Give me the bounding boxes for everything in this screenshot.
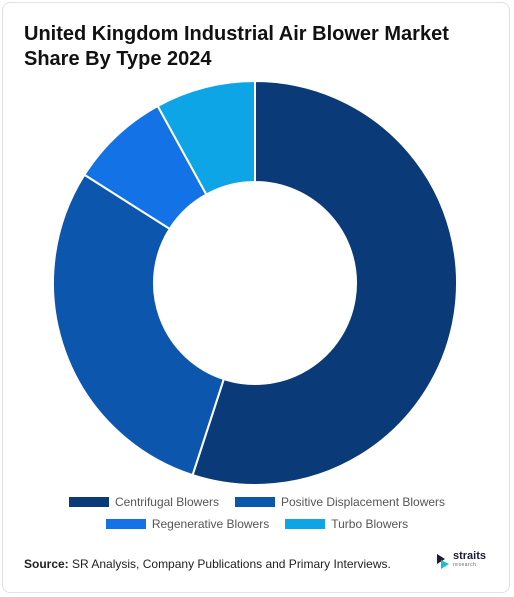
legend-item-turbo[interactable]: Turbo Blowers bbox=[285, 517, 408, 531]
donut-slice-positive-displacement-blowers[interactable] bbox=[52, 173, 226, 477]
source-footer: Source: SR Analysis, Company Publication… bbox=[24, 557, 391, 571]
legend-swatch-regenerative bbox=[105, 519, 146, 529]
legend-label-regenerative: Regenerative Blowers bbox=[151, 517, 270, 531]
donut-slice-turbo-blowers[interactable] bbox=[156, 79, 256, 196]
brand-logo: straits research bbox=[436, 550, 487, 570]
brand-sub: research bbox=[453, 562, 477, 568]
chart-title: United Kingdom Industrial Air Blower Mar… bbox=[24, 23, 449, 70]
legend-swatch-centrifugal bbox=[68, 497, 109, 507]
brand-name: straits bbox=[453, 550, 487, 562]
legend-item-positive-displacement[interactable]: Positive Displacement Blowers bbox=[234, 495, 446, 509]
straits-logo-icon bbox=[437, 554, 449, 569]
legend-label-positive-displacement: Positive Displacement Blowers bbox=[280, 495, 446, 509]
legend-item-regenerative[interactable]: Regenerative Blowers bbox=[105, 517, 270, 531]
source-text: SR Analysis, Company Publications and Pr… bbox=[72, 557, 391, 571]
legend-row-2: Regenerative Blowers Turbo Blowers bbox=[0, 517, 514, 531]
donut-slice-centrifugal-blowers[interactable] bbox=[191, 79, 458, 486]
legend-label-centrifugal: Centrifugal Blowers bbox=[114, 495, 219, 509]
legend-label-turbo: Turbo Blowers bbox=[331, 517, 409, 531]
legend-swatch-turbo bbox=[285, 519, 326, 529]
legend-item-centrifugal[interactable]: Centrifugal Blowers bbox=[68, 495, 219, 509]
source-label: Source: bbox=[24, 557, 69, 571]
donut-chart bbox=[52, 79, 458, 486]
legend-swatch-positive-displacement bbox=[234, 497, 275, 507]
legend-row-1: Centrifugal Blowers Positive Displacemen… bbox=[0, 495, 514, 509]
